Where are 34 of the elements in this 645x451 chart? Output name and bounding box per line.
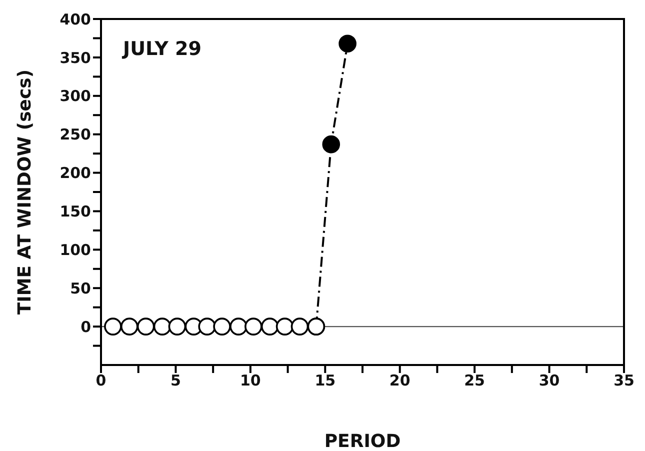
point [136,318,155,336]
y-tick-label: 200 [60,164,91,182]
point [290,318,309,336]
y-tick-label: 350 [60,48,91,67]
point [120,318,138,336]
y-tick-label: 300 [60,87,91,106]
point [104,318,122,336]
y-tick-label: 100 [60,240,91,259]
x-axis-title: PERIOD [324,431,401,451]
point [198,318,216,336]
y-tick-label: 50 [70,279,91,298]
x-tick-label: 30 [538,372,560,390]
x-tick-label: 25 [464,372,486,390]
point [260,318,279,336]
point [153,318,172,336]
y-tick-label: 400 [60,10,91,28]
point [322,135,340,154]
point [338,34,356,53]
y-tick-label: 150 [60,202,91,221]
x-tick-label: 20 [389,372,410,390]
y-axis-title: TIME AT WINDOW (secs) [14,69,36,315]
point [213,318,231,336]
x-tick-label: 15 [314,372,336,390]
x-tick-label: 0 [96,372,106,390]
y-tick-label: 250 [60,126,91,144]
point [276,318,294,336]
annotation: JULY 29 [123,38,202,60]
y-tick-label: 0 [80,318,91,336]
x-tick-label: 10 [240,372,261,390]
point [244,318,262,336]
x-tick-label: 5 [170,372,181,390]
point [168,318,186,336]
point [230,318,248,336]
x-tick-label: 35 [614,372,634,390]
